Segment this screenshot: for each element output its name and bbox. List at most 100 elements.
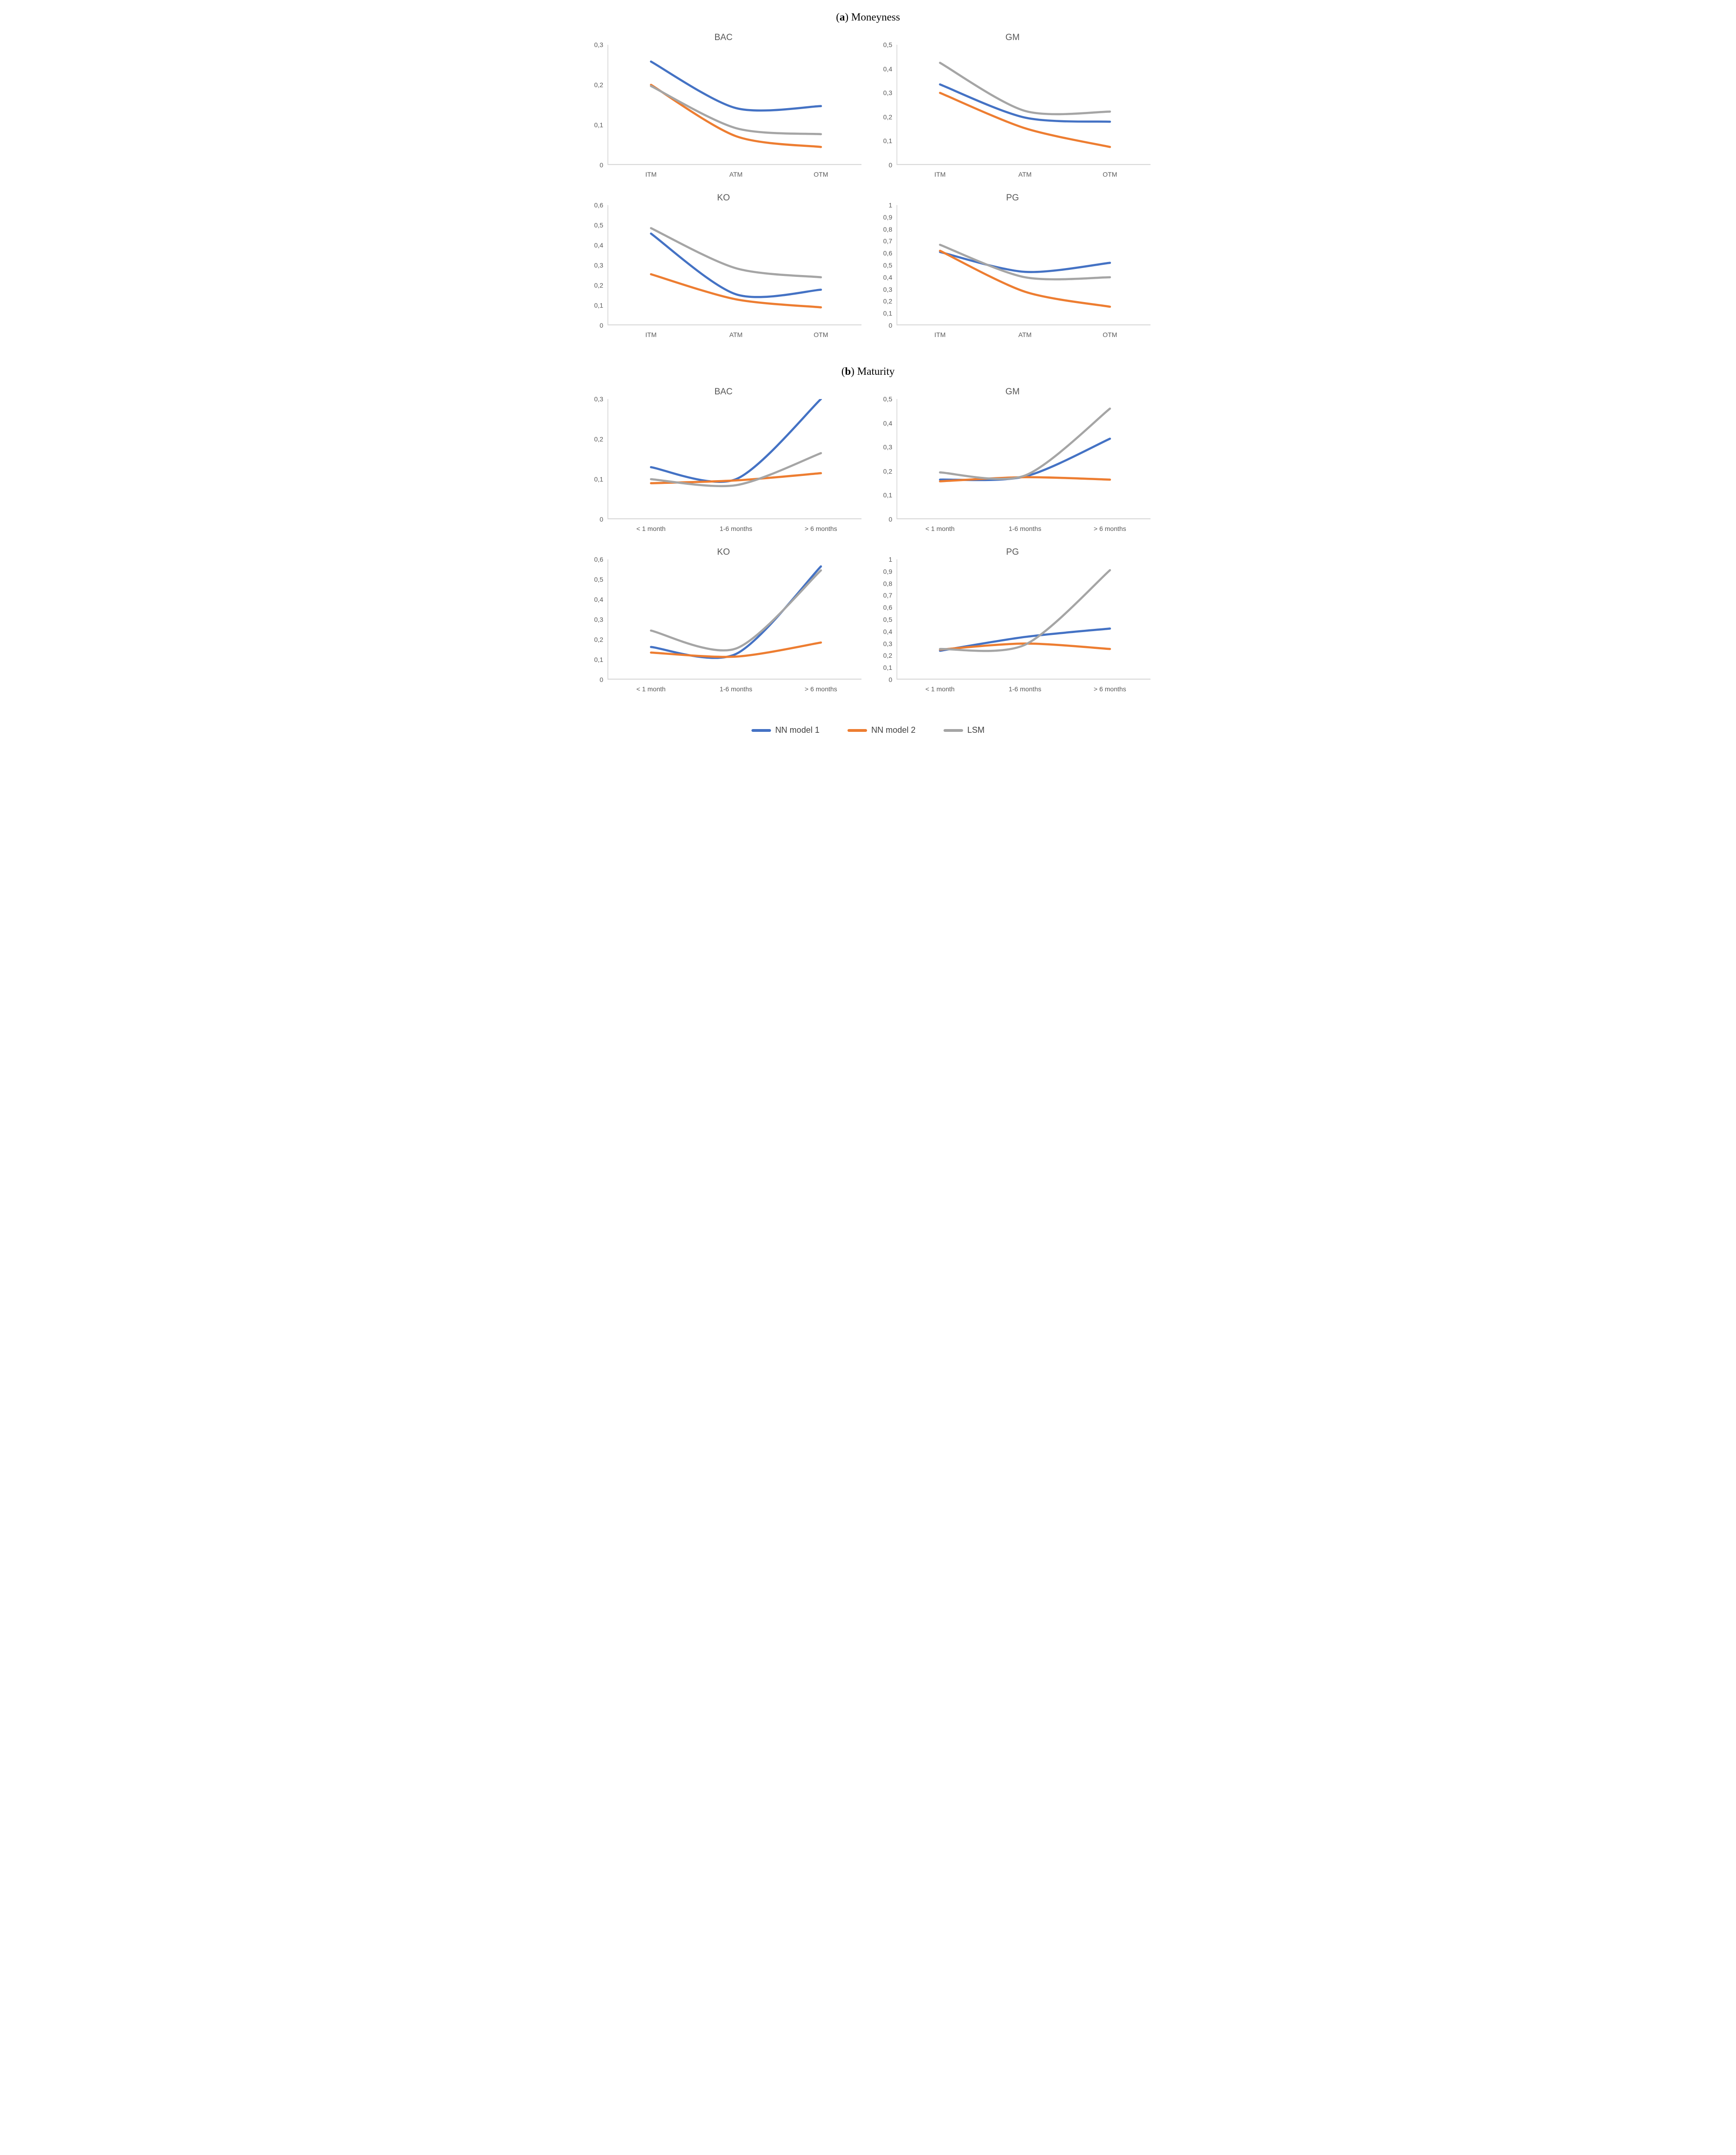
y-tick-label: 0,8	[883, 225, 892, 233]
x-axis-labels: ITM ATM OTM	[584, 165, 863, 186]
series-line-lsm	[939, 569, 1111, 652]
plot-area: 0 0,1 0,2 0,3	[584, 41, 863, 169]
series-line-nn-model-1	[650, 60, 822, 112]
plot-svg	[607, 399, 861, 519]
x-axis-labels: < 1 month 1-6 months > 6 months	[584, 519, 863, 540]
section-b-chart-grid: BAC 0 0,1 0,2 0,3 < 1 month 1-6 months > 6 mont…	[579, 385, 1157, 706]
legend-item-label: NN model 2	[871, 725, 916, 735]
plot-area: 0 0,1 0,2 0,3 0,4 0,5 0,6 0,7 0,8 0,9 1	[873, 201, 1152, 329]
series-line-nn-model-2	[939, 91, 1111, 148]
y-tick-label: 0	[889, 676, 892, 683]
x-axis-label: 1-6 months	[1008, 525, 1041, 532]
x-axis-labels: ITM ATM OTM	[584, 325, 863, 346]
section-a-letter: a	[839, 11, 845, 23]
y-tick-label: 0,7	[883, 592, 892, 599]
series-line-nn-model-2	[939, 249, 1111, 308]
series-line-nn-model-1	[939, 83, 1111, 123]
x-axis-labels: < 1 month 1-6 months > 6 months	[873, 519, 1152, 540]
series-line-nn-model-1	[650, 232, 822, 298]
y-tick-label: 0,5	[594, 576, 603, 583]
x-axis-labels: < 1 month 1-6 months > 6 months	[584, 680, 863, 700]
chart-gm-maturity: GM 0 0,1 0,2 0,3 0,4 0,5 < 1 month 1-6 months > 6…	[873, 385, 1152, 542]
plot-svg	[896, 559, 1150, 680]
x-axis-label: ITM	[645, 331, 657, 338]
y-tick-label: 0,3	[594, 616, 603, 623]
chart-ko-moneyness: KO 0 0,1 0,2 0,3 0,4 0,5 0,6 ITM ATM OTM	[584, 191, 863, 348]
y-tick-label: 0,1	[883, 137, 892, 145]
chart-bac-maturity: BAC 0 0,1 0,2 0,3 < 1 month 1-6 months > 6 mont…	[584, 385, 863, 542]
x-axis-label: < 1 month	[636, 525, 666, 532]
y-tick-label: 0,1	[883, 491, 892, 499]
series-line-nn-model-1	[650, 399, 822, 483]
chart-ko-maturity: KO 0 0,1 0,2 0,3 0,4 0,5 0,6 < 1 month 1-6 months…	[584, 545, 863, 702]
legend-item-nn-model-2: NN model 2	[847, 725, 916, 735]
y-tick-label: 1	[889, 201, 892, 209]
y-tick-label: 0,4	[883, 273, 892, 281]
y-tick-label: 0	[599, 161, 603, 169]
y-tick-label: 0,4	[883, 627, 892, 635]
y-tick-label: 0	[599, 676, 603, 683]
y-tick-label: 0,6	[883, 249, 892, 257]
y-tick-label: 0	[599, 322, 603, 329]
x-axis-label: ATM	[729, 331, 743, 338]
legend-swatch-nn-model-2	[847, 729, 867, 732]
y-tick-label: 0,1	[594, 656, 603, 663]
x-axis-label: < 1 month	[925, 685, 955, 693]
plot-area: 0 0,1 0,2 0,3 0,4 0,5 0,6	[584, 556, 863, 683]
x-axis-label: < 1 month	[925, 525, 955, 532]
y-tick-label: 0,3	[883, 285, 892, 293]
plot-svg	[896, 205, 1150, 325]
y-tick-label: 0,5	[883, 262, 892, 269]
y-tick-label: 0,6	[594, 201, 603, 209]
x-axis-label: ATM	[1018, 331, 1032, 338]
y-tick-label: 0,3	[594, 262, 603, 269]
y-tick-label: 0,2	[883, 652, 892, 660]
series-line-lsm	[939, 62, 1111, 116]
chart-title: GM	[1005, 387, 1020, 397]
plot-svg	[607, 205, 861, 325]
x-axis-labels: ITM ATM OTM	[873, 325, 1152, 346]
y-tick-label: 0,8	[883, 579, 892, 587]
plot-area: 0 0,1 0,2 0,3 0,4 0,5 0,6	[584, 201, 863, 329]
plot-area: 0 0,1 0,2 0,3 0,4 0,5	[873, 395, 1152, 523]
chart-title: PG	[1006, 193, 1019, 203]
x-axis-label: 1-6 months	[719, 685, 752, 693]
section-a-title: (a) Moneyness	[579, 11, 1157, 23]
chart-title: BAC	[714, 387, 733, 397]
x-axis-label: ITM	[645, 171, 657, 178]
chart-title: PG	[1006, 547, 1019, 557]
series-line-lsm	[939, 407, 1111, 480]
plot-area: 0 0,1 0,2 0,3 0,4 0,5	[873, 41, 1152, 169]
x-axis-label: > 6 months	[805, 685, 837, 693]
y-tick-label: 0,9	[883, 567, 892, 575]
series-line-nn-model-1	[939, 437, 1111, 482]
section-b-letter: b	[845, 365, 851, 377]
series-line-lsm	[650, 452, 822, 488]
y-tick-label: 0,5	[883, 41, 892, 48]
x-axis-label: OTM	[1102, 171, 1117, 178]
chart-title: KO	[717, 193, 730, 203]
y-tick-label: 0,5	[883, 616, 892, 623]
chart-gm-moneyness: GM 0 0,1 0,2 0,3 0,4 0,5 ITM ATM OTM	[873, 31, 1152, 187]
chart-pg-moneyness: PG 0 0,1 0,2 0,3 0,4 0,5 0,6 0,7 0,8 0,9 1 ITM ATM OTM	[873, 191, 1152, 348]
x-axis-label: < 1 month	[636, 685, 666, 693]
y-tick-label: 0,9	[883, 213, 892, 221]
plot-svg	[896, 45, 1150, 165]
section-a-title-text: ) Moneyness	[845, 11, 900, 23]
y-tick-label: 0,1	[594, 475, 603, 483]
section-b-paren-open: (	[841, 365, 845, 377]
y-tick-label: 0,1	[594, 121, 603, 129]
y-tick-label: 0,4	[883, 419, 892, 427]
section-b-title-text: ) Maturity	[851, 365, 895, 377]
x-axis-label: ATM	[1018, 171, 1032, 178]
section-a-chart-grid: BAC 0 0,1 0,2 0,3 ITM ATM OTM GM 0 0,1 0,2 0,3 0,4 0,…	[579, 31, 1157, 351]
y-tick-label: 0,2	[594, 435, 603, 443]
chart-title: BAC	[714, 33, 733, 42]
series-line-lsm	[650, 569, 822, 652]
series-line-nn-model-2	[939, 642, 1111, 651]
legend: NN model 1 NN model 2 LSM	[579, 725, 1157, 754]
chart-title: KO	[717, 547, 730, 557]
y-tick-label: 0,2	[883, 113, 892, 121]
y-tick-label: 0,5	[883, 395, 892, 403]
section-b-title: (b) Maturity	[579, 365, 1157, 378]
